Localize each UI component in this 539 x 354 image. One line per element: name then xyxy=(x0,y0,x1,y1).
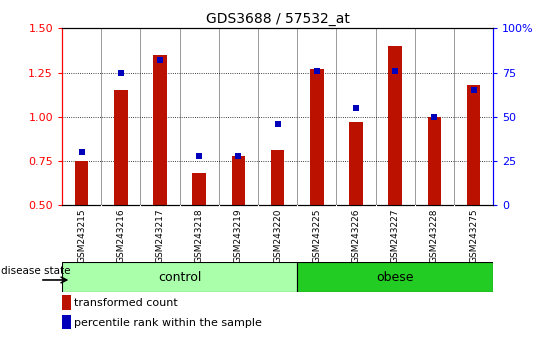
Text: obese: obese xyxy=(376,270,414,284)
Text: disease state: disease state xyxy=(2,267,71,276)
Point xyxy=(430,114,439,120)
Point xyxy=(469,87,478,93)
Bar xyxy=(153,55,167,205)
Bar xyxy=(62,295,71,310)
Bar xyxy=(388,46,402,205)
Bar xyxy=(62,315,71,330)
Bar xyxy=(232,156,245,205)
Point xyxy=(77,149,86,155)
Title: GDS3688 / 57532_at: GDS3688 / 57532_at xyxy=(206,12,349,26)
Text: GSM243215: GSM243215 xyxy=(77,208,86,263)
Text: GSM243227: GSM243227 xyxy=(391,208,400,263)
Text: GSM243219: GSM243219 xyxy=(234,208,243,263)
Bar xyxy=(62,262,297,292)
Text: GSM243217: GSM243217 xyxy=(155,208,164,263)
Point xyxy=(156,57,164,63)
Bar xyxy=(271,150,285,205)
Bar xyxy=(192,173,206,205)
Bar xyxy=(297,262,493,292)
Bar xyxy=(349,122,363,205)
Text: GSM243225: GSM243225 xyxy=(312,208,321,263)
Bar xyxy=(114,90,128,205)
Point xyxy=(313,68,321,74)
Text: GSM243228: GSM243228 xyxy=(430,208,439,263)
Text: transformed count: transformed count xyxy=(74,298,177,308)
Text: GSM243226: GSM243226 xyxy=(351,208,361,263)
Point xyxy=(195,153,204,159)
Text: control: control xyxy=(158,270,201,284)
Bar xyxy=(467,85,480,205)
Bar xyxy=(427,117,441,205)
Text: GSM243216: GSM243216 xyxy=(116,208,125,263)
Point xyxy=(116,70,125,75)
Text: GSM243275: GSM243275 xyxy=(469,208,478,263)
Text: percentile rank within the sample: percentile rank within the sample xyxy=(74,318,261,328)
Point xyxy=(234,153,243,159)
Text: GSM243220: GSM243220 xyxy=(273,208,282,263)
Bar xyxy=(310,69,323,205)
Text: GSM243218: GSM243218 xyxy=(195,208,204,263)
Point xyxy=(391,68,399,74)
Point xyxy=(351,105,360,111)
Point xyxy=(273,121,282,127)
Bar xyxy=(75,161,88,205)
